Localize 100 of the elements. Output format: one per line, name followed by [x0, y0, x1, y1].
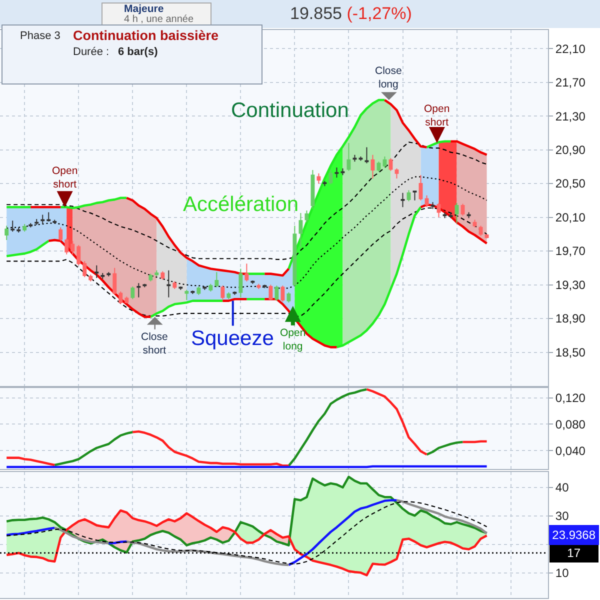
candlestick [274, 285, 279, 302]
annotation: Squeeze [191, 327, 274, 350]
annotation: Durée : [73, 46, 110, 58]
candlestick [106, 272, 111, 277]
y-tick-label: 40 [555, 480, 570, 495]
candlestick [298, 212, 303, 248]
chart-title: 19.855 (-1,27%) [290, 4, 412, 23]
candlestick [34, 218, 39, 226]
candlestick [100, 272, 105, 280]
annotation: Phase 3 [20, 30, 60, 42]
annotation: Accélération [183, 193, 299, 216]
candlestick [238, 268, 243, 298]
annotation: Open short [424, 103, 450, 129]
candlestick [394, 168, 399, 179]
y-tick-label: 18,50 [555, 345, 586, 360]
y-tick-label: 20,50 [555, 176, 586, 191]
annotation: Close short [141, 331, 168, 357]
candlestick [40, 214, 45, 225]
annotation: 6 bar(s) [118, 46, 158, 58]
candlestick [382, 156, 387, 168]
candlestick [76, 244, 81, 266]
candlestick [412, 190, 417, 201]
candlestick [256, 283, 261, 290]
candlestick [196, 286, 201, 296]
candlestick [16, 226, 21, 233]
candlestick [286, 292, 291, 303]
candlestick [430, 202, 435, 210]
candlestick [64, 238, 69, 255]
candlestick [370, 154, 375, 179]
y-tick-label: 21,30 [555, 109, 586, 124]
candlestick [184, 289, 189, 300]
candlestick [436, 202, 441, 218]
candlestick [358, 156, 363, 162]
candlestick [166, 270, 171, 298]
candlestick [226, 292, 231, 300]
candlestick [148, 273, 153, 282]
candlestick [454, 202, 459, 224]
annotation: Continuation baissière [73, 28, 220, 43]
candlestick [208, 283, 213, 292]
candlestick [220, 285, 225, 300]
candlestick [340, 168, 345, 176]
candlestick [154, 270, 159, 277]
candlestick [268, 284, 273, 300]
candlestick [4, 225, 9, 241]
candlestick [322, 180, 327, 187]
candlestick [328, 170, 333, 185]
line-series [6, 142, 488, 260]
candlestick [46, 212, 51, 222]
y-tick-label: 19,70 [555, 244, 586, 258]
line-series [5, 476, 488, 554]
annotation: Open long [280, 327, 306, 353]
candlestick [136, 282, 141, 298]
candlestick [304, 210, 309, 223]
candlestick [118, 291, 123, 305]
candlestick [448, 212, 453, 219]
text: 4 h , une année [124, 14, 194, 25]
ref-line-label: 17 [567, 546, 581, 560]
candlestick [82, 260, 87, 278]
candlestick [160, 270, 165, 280]
candlestick [418, 174, 423, 201]
candlestick [22, 224, 27, 232]
candlestick [292, 225, 297, 287]
candlestick [424, 194, 429, 208]
candlestick [190, 290, 195, 295]
y-tick-label: 19,30 [555, 278, 586, 292]
y-tick-label: 0,040 [555, 444, 586, 458]
annotation: Open short [52, 165, 78, 191]
candlestick [112, 267, 117, 295]
annotation: Close long [375, 65, 402, 91]
candlestick [316, 172, 321, 184]
candlestick [478, 225, 483, 236]
text: Majeure [124, 3, 164, 15]
candlestick [88, 274, 93, 282]
candlestick [400, 192, 405, 208]
y-tick-label: 10 [555, 566, 570, 580]
candlestick [406, 190, 411, 202]
y-tick-label: 20,90 [555, 142, 586, 157]
y-tick-label: 20,10 [555, 210, 586, 224]
candlestick [334, 167, 339, 178]
candlestick [442, 212, 447, 219]
text: 23.9368 [552, 528, 596, 542]
y-tick-label: 0,120 [555, 391, 586, 406]
candlestick [58, 226, 63, 242]
candlestick [172, 280, 177, 290]
line-series [6, 176, 488, 289]
candlestick [364, 146, 369, 164]
annotation: Continuation [231, 99, 349, 122]
candlestick [70, 240, 75, 255]
candlestick [460, 203, 465, 216]
candlestick [244, 263, 249, 282]
y-tick-label: 30 [555, 509, 570, 524]
candlestick [214, 272, 219, 288]
y-tick-label: 0,080 [555, 417, 586, 432]
candlestick [310, 170, 315, 210]
candlestick [28, 222, 33, 228]
candlestick [466, 212, 471, 219]
candlestick [94, 264, 99, 279]
candlestick [124, 296, 129, 304]
candlestick [52, 219, 57, 224]
candlestick [346, 142, 351, 172]
